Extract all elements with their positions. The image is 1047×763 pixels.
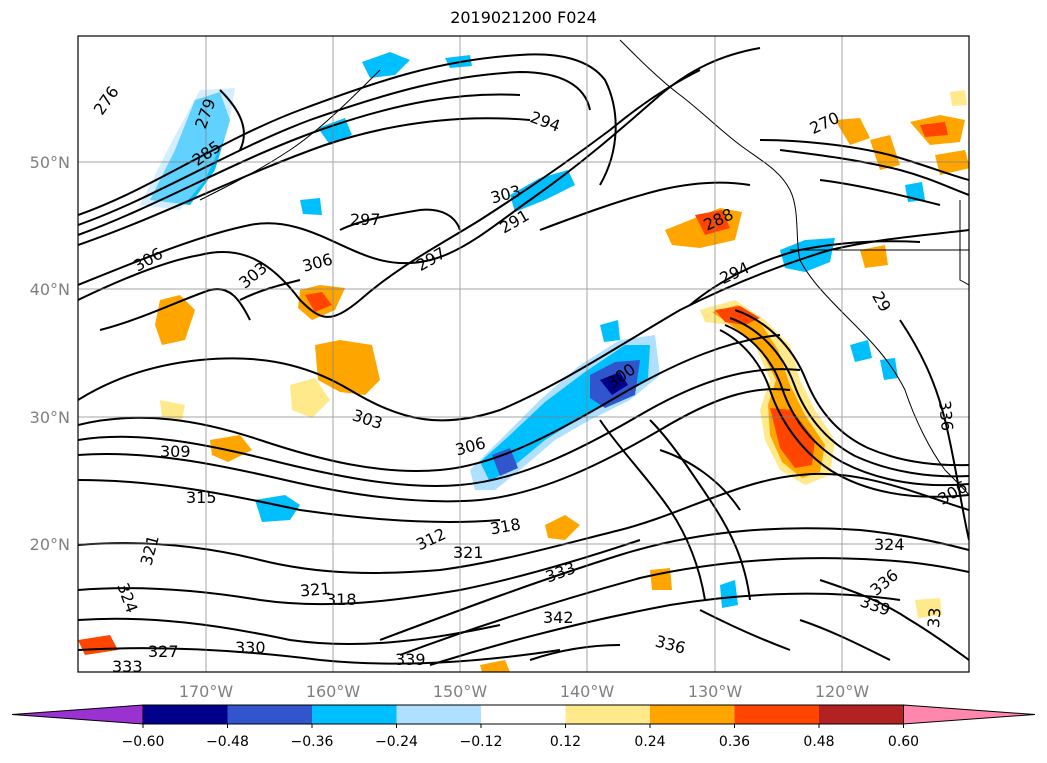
lat-label-50n: 50°N — [30, 153, 70, 172]
colorbar-segment — [227, 705, 312, 724]
lon-label-160w: 160°W — [306, 682, 361, 701]
colorbar-segment — [819, 705, 904, 724]
lon-label-150w: 150°W — [433, 682, 488, 701]
colorbar-segment — [650, 705, 735, 724]
colorbar-frame — [142, 704, 904, 725]
contour-label: 33 — [924, 607, 945, 629]
plot-frame — [77, 35, 970, 673]
lon-label-170w: 170°W — [179, 682, 234, 701]
coastlines — [199, 39, 969, 496]
lat-label-30n: 30°N — [30, 408, 70, 427]
colorbar-tick-label: −0.48 — [206, 734, 249, 750]
contour-labels: 276 279 285 294 270 303 297 291 288 306 … — [90, 83, 971, 676]
contour-label: 330 — [235, 638, 266, 657]
colorbar-tick-label: 0.60 — [888, 734, 919, 750]
lat-label-20n: 20°N — [30, 535, 70, 554]
contour-label: 336 — [935, 400, 957, 432]
colorbar-tick-label: 0.48 — [803, 734, 834, 750]
contour-label: 339 — [395, 650, 426, 669]
contour-label: 327 — [148, 642, 179, 661]
plot-background — [78, 36, 969, 672]
colorbar-extend-low — [11, 704, 144, 725]
contour-lines — [78, 47, 969, 666]
colorbar: −0.60 −0.48 −0.36 −0.24 −0.12 0.12 0.24 0.36 0.4… — [11, 704, 1036, 750]
colorbar-segment — [481, 705, 566, 724]
colorbar-segment — [734, 705, 819, 724]
lon-label-130w: 130°W — [688, 682, 743, 701]
contour-label: 309 — [160, 442, 191, 461]
contour-label: 333 — [112, 657, 143, 676]
contour-label: 318 — [326, 590, 357, 609]
colorbar-tick-label: −0.24 — [375, 734, 418, 750]
contour-label: 315 — [186, 488, 217, 507]
colorbar-tick-label: −0.36 — [291, 734, 334, 750]
colorbar-segment — [143, 705, 228, 724]
colorbar-segment — [312, 705, 397, 724]
colorbar-tick-label: 0.24 — [634, 734, 665, 750]
map-title: 2019021200 F024 — [450, 8, 597, 27]
colorbar-extend-high — [903, 704, 1036, 725]
contour-label: 297 — [350, 210, 381, 229]
colorbar-tick-label: −0.60 — [122, 734, 165, 750]
lat-label-40n: 40°N — [30, 280, 70, 299]
lon-label-140w: 140°W — [560, 682, 615, 701]
colorbar-tick-label: 0.12 — [550, 734, 581, 750]
colorbar-tick-label: 0.36 — [719, 734, 750, 750]
lon-labels: 170°W 160°W 150°W 140°W 130°W 120°W — [179, 682, 870, 701]
contour-label: 324 — [874, 535, 905, 554]
colorbar-tick-label: −0.12 — [460, 734, 503, 750]
gridlines — [78, 36, 969, 672]
contour-label: 321 — [299, 579, 331, 601]
colorbar-segment — [565, 705, 650, 724]
lon-label-120w: 120°W — [815, 682, 870, 701]
contour-label: 321 — [453, 543, 484, 562]
colorbar-segment — [396, 705, 481, 724]
lat-labels: 50°N 40°N 30°N 20°N — [30, 153, 70, 554]
contour-label: 342 — [543, 608, 574, 627]
